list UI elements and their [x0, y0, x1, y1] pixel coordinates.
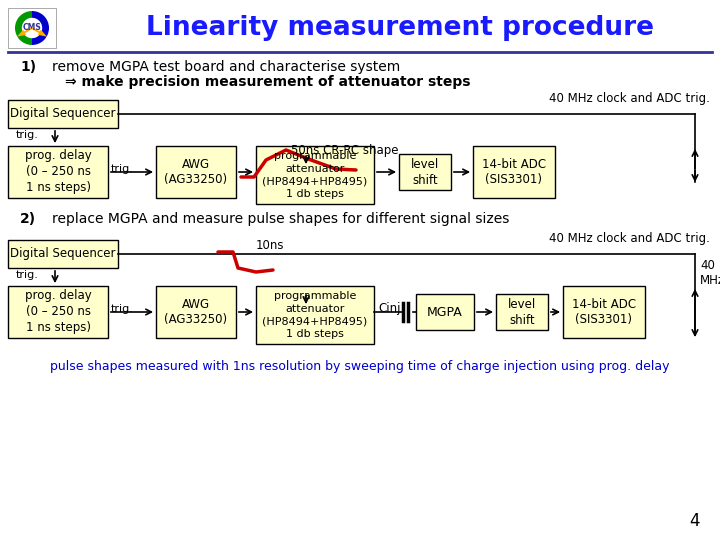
Text: trig.: trig. [16, 270, 39, 280]
Bar [156, 286, 236, 338]
Text: Linearity measurement procedure: Linearity measurement procedure [146, 15, 654, 41]
Text: MGPA: MGPA [427, 306, 463, 319]
Text: trig.: trig. [111, 164, 134, 174]
Text: Digital Sequencer: Digital Sequencer [10, 247, 116, 260]
Text: level
shift: level shift [508, 298, 536, 327]
Text: prog. delay
(0 – 250 ns
1 ns steps): prog. delay (0 – 250 ns 1 ns steps) [24, 289, 91, 334]
Bar [8, 100, 118, 128]
Text: 1): 1) [20, 60, 36, 74]
Text: trig.: trig. [111, 304, 134, 314]
Text: remove MGPA test board and characterise system: remove MGPA test board and characterise … [52, 60, 400, 74]
Text: 4: 4 [690, 512, 700, 530]
Text: trig.: trig. [16, 130, 39, 140]
Bar [156, 146, 236, 198]
Text: Cinj: Cinj [378, 302, 400, 315]
Bar [8, 240, 118, 268]
Text: AWG
(AG33250): AWG (AG33250) [164, 298, 228, 327]
Text: replace MGPA and measure pulse shapes for different signal sizes: replace MGPA and measure pulse shapes fo… [52, 212, 509, 226]
Text: 14-bit ADC
(SIS3301): 14-bit ADC (SIS3301) [572, 298, 636, 327]
Wedge shape [32, 11, 49, 45]
Text: prog. delay
(0 – 250 ns
1 ns steps): prog. delay (0 – 250 ns 1 ns steps) [24, 150, 91, 194]
Text: 50ns CR-RC shape: 50ns CR-RC shape [291, 144, 398, 157]
Text: 40 MHz clock and ADC trig.: 40 MHz clock and ADC trig. [549, 232, 710, 245]
Bar [563, 286, 645, 338]
Text: AWG
(AG33250): AWG (AG33250) [164, 158, 228, 186]
Text: 10ns: 10ns [256, 239, 284, 252]
Wedge shape [22, 18, 42, 38]
Wedge shape [15, 11, 32, 45]
Text: programmable
attenuator
(HP8494+HP8495)
1 db steps: programmable attenuator (HP8494+HP8495) … [262, 292, 368, 339]
Bar [496, 294, 548, 330]
Text: level
shift: level shift [411, 158, 439, 186]
Text: Digital Sequencer: Digital Sequencer [10, 107, 116, 120]
Text: 14-bit ADC
(SIS3301): 14-bit ADC (SIS3301) [482, 158, 546, 186]
Bar [8, 286, 108, 338]
Text: programmable
attenuator
(HP8494+HP8495)
1 db steps: programmable attenuator (HP8494+HP8495) … [262, 151, 368, 199]
Text: ⇒ make precision measurement of attenuator steps: ⇒ make precision measurement of attenuat… [65, 75, 470, 89]
Bar [256, 146, 374, 204]
FancyArrow shape [17, 27, 32, 37]
Text: 40 MHz clock and ADC trig.: 40 MHz clock and ADC trig. [549, 92, 710, 105]
Bar [416, 294, 474, 330]
Text: 2): 2) [20, 212, 36, 226]
Bar [256, 286, 374, 344]
FancyArrow shape [32, 27, 47, 37]
Bar [473, 146, 555, 198]
Bar [399, 154, 451, 190]
Text: CMS: CMS [22, 24, 41, 32]
Text: 40
MHz: 40 MHz [700, 259, 720, 287]
Text: pulse shapes measured with 1ns resolution by sweeping time of charge injection u: pulse shapes measured with 1ns resolutio… [50, 360, 670, 373]
Bar [8, 146, 108, 198]
Bar [8, 8, 56, 48]
